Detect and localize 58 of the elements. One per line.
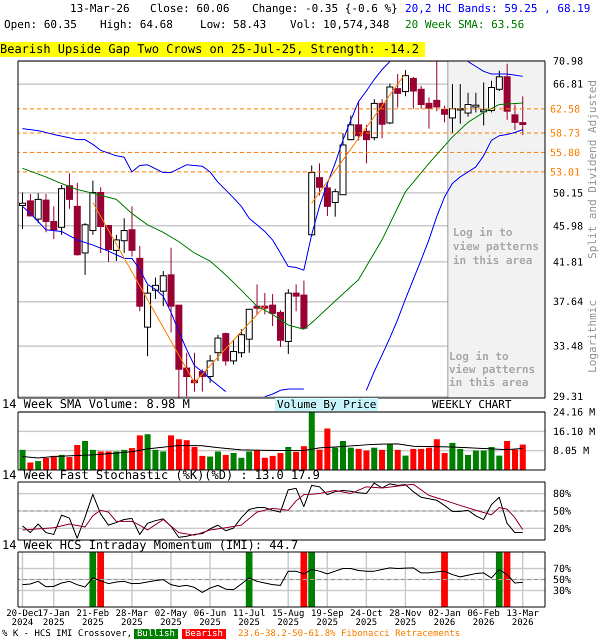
text: 20 Week SMA: 63.56 [405,18,524,31]
text: % K - HCS IMI Crossover, [2,629,132,639]
y-tick-label: 50% [553,575,572,586]
chart-title: 14 Week HCS Intraday Momentum (IMI): 44.7 [2,538,298,552]
text: Low: 58.43 [200,18,266,31]
text: 23.6-38.2-50-61.8% Fibonacci Retracements [238,629,460,639]
y-tick-label: 33.48 [553,342,584,353]
x-tick-label: 02-May 2025 [154,609,188,628]
text: 13-Mar-26 [70,2,130,15]
y-tick-label: 70% [553,564,572,576]
text: Vol: 10,574,348 [290,18,390,31]
y-tick-label: 16.10 M [553,426,596,438]
text: Change: -0.35 {-0.6 %} [252,2,398,15]
y-tick-label: 30% [553,586,572,598]
x-tick-label: 06-Feb 2026 [467,609,500,628]
y-tick-label: 80% [553,489,572,500]
x-tick-label: 02-Jan 2026 [428,609,461,628]
x-tick-label: 17-Jan 2025 [37,609,70,628]
y-tick-label: 37.64 [553,297,584,308]
x-tick-label: 11-Jul 2025 [232,609,266,628]
annotation: Log in to view patterns in this area [449,350,536,389]
y-tick-label: 29.31 [553,392,584,404]
text: Bearish [182,629,226,639]
x-tick-label: 15-Aug 2025 [272,609,304,628]
ref-line-label: 53.01 [550,167,580,178]
text: 20,2 HC Bands: 59.25 , 68.19 [405,2,590,15]
x-tick-label: 21-Feb 2025 [76,609,110,628]
y-tick-label: 50.15 [553,188,584,200]
x-tick-label: 19-Sep 2025 [311,609,344,628]
y-tick-label: 41.81 [553,257,584,268]
y-tick-label: 24.16 M [553,408,596,419]
x-tick-label: 28-Mar 2025 [116,609,149,628]
ref-line-label: 58.73 [550,128,580,140]
ref-line-label: 62.58 [550,104,580,116]
text: Open: 60.35 [4,18,77,31]
annotation: WEEKLY CHART [431,398,512,411]
text: Logarithmic [586,300,599,373]
y-tick-label: 8.05 M [553,446,590,458]
chart-title: 14 Week SMA Volume: 8.98 M [2,397,190,411]
ref-line-label: 55.80 [550,148,580,159]
y-tick-label: 70.98 [553,56,584,68]
y-tick-label: 66.81 [553,80,584,91]
x-tick-label: 20-Dec 2024 [6,609,39,628]
x-tick-label: 13-Mar 2026 [506,609,540,628]
x-tick-label: 28-Nov 2025 [389,609,422,628]
annotation: Volume By Price [275,398,378,411]
text: Bullish [134,629,178,639]
band-label: Log in to view patterns in this area [452,226,539,267]
y-tick-label: 45.98 [553,221,584,232]
text: High: 64.68 [100,18,173,31]
text: Close: 60.06 [150,2,230,15]
y-axis-title: Split and Dividend Adjusted [586,80,599,259]
y-tick-label: 20% [553,524,572,535]
chart-title: 14 Week Fast Stochastic (%K)(%D) : 13.0 17.9 [2,468,320,482]
x-tick-label: 06-Jun 2025 [194,609,226,628]
x-tick-label: 24-Oct 2025 [350,609,383,628]
y-tick-label: 50% [553,506,572,518]
chart-title: Bearish Upside Gap Two Crows on 25-Jul-25, Strength: -14.2 [0,42,426,57]
